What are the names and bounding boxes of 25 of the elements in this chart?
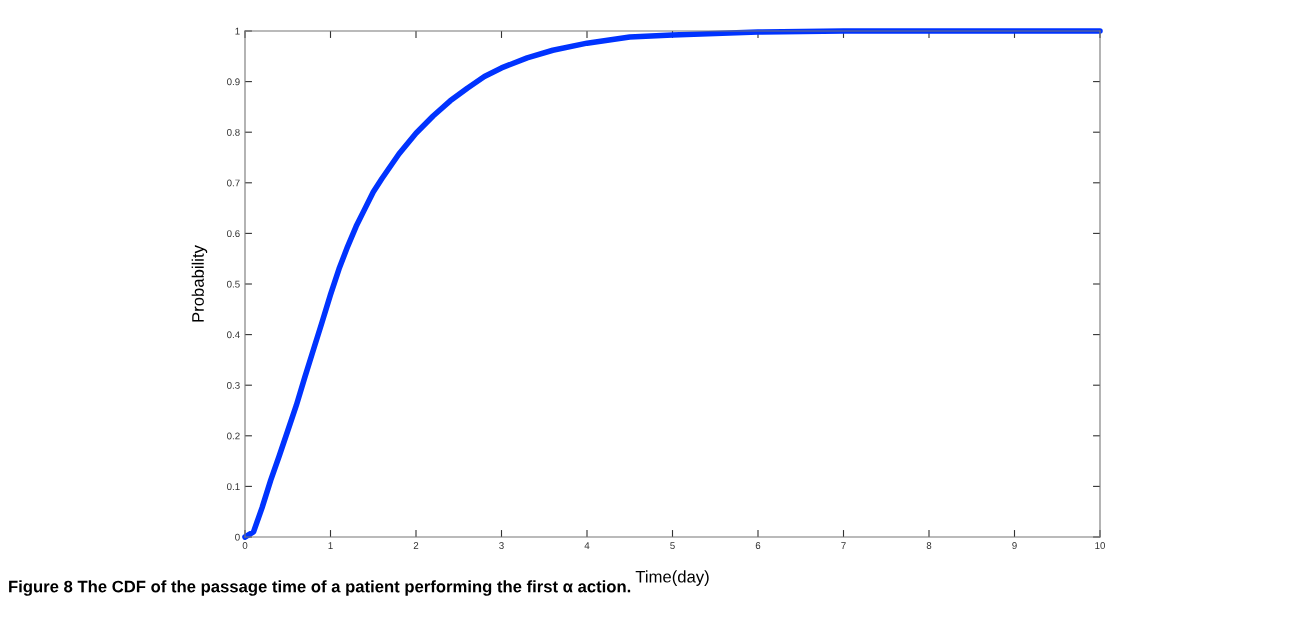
x-tick-label: 5 bbox=[670, 542, 675, 549]
y-axis-title: Probability bbox=[191, 245, 208, 322]
y-tick-label: 0.1 bbox=[227, 483, 240, 491]
y-tick-label: 0.2 bbox=[227, 432, 240, 440]
y-tick-label: 0.5 bbox=[227, 280, 240, 288]
y-tick-label: 0.7 bbox=[227, 179, 240, 187]
x-tick-label: 1 bbox=[328, 542, 333, 549]
x-tick-label: 2 bbox=[413, 542, 419, 549]
x-tick-label: 4 bbox=[584, 542, 590, 549]
y-tick-label: 0.4 bbox=[227, 331, 240, 339]
y-tick-label: 1 bbox=[235, 27, 240, 35]
y-tick-label: 0.3 bbox=[227, 381, 240, 389]
caption: Figure 8 The CDF of the passage time of a patient performing the first α action. bbox=[9, 580, 631, 596]
x-tick-label: 3 bbox=[499, 542, 504, 549]
y-tick-label: 0.8 bbox=[227, 128, 240, 136]
x-tick-label: 7 bbox=[841, 542, 846, 549]
y-tick-label: 0.9 bbox=[227, 78, 240, 86]
x-axis-title: Time(day) bbox=[635, 570, 709, 586]
y-tick-label: 0 bbox=[235, 533, 240, 541]
x-tick-label: 0 bbox=[242, 542, 248, 549]
y-tick-label: 0.6 bbox=[227, 230, 240, 238]
x-tick-label: 10 bbox=[1095, 542, 1106, 549]
x-tick-label: 6 bbox=[755, 542, 761, 549]
x-tick-label: 8 bbox=[926, 542, 932, 549]
x-tick-label: 9 bbox=[1012, 542, 1017, 549]
